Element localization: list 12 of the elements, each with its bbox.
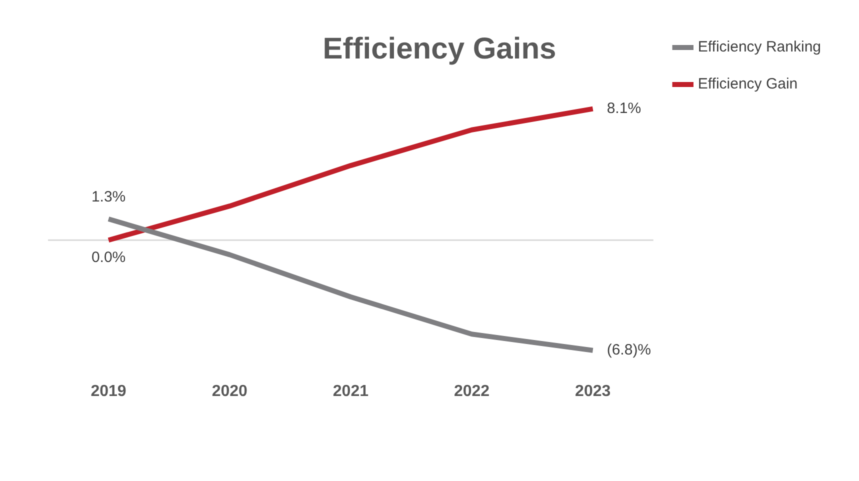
x-tick-label: 2021 [332,382,369,400]
data-label: 1.3% [91,188,126,206]
chart-title: Efficiency Gains [322,32,556,66]
data-label: (6.8)% [606,341,652,358]
legend-label: Efficiency Gain [698,76,798,93]
data-label: 8.1% [606,100,642,117]
x-tick-label: 2022 [454,382,490,400]
x-tick-label: 2019 [90,382,126,400]
data-label: 0.0% [91,248,126,266]
x-tick-label: 2020 [212,382,248,400]
x-tick-label: 2023 [575,382,611,400]
legend-label: Efficiency Ranking [698,38,822,56]
